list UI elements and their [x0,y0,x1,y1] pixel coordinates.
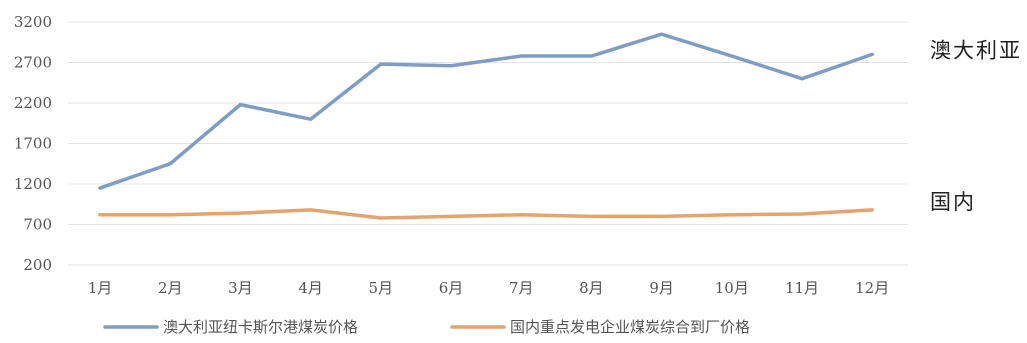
y-tick-label: 2700 [14,54,52,72]
x-tick-label: 12月 [855,279,889,297]
data-point [238,211,242,215]
series-end-label: 澳大利亚 [930,38,1022,62]
x-tick-label: 10月 [715,279,749,297]
series-end-label: 国内 [930,190,976,214]
series-line-1 [98,208,874,220]
x-tick-label: 7月 [509,279,534,297]
x-tick-label: 11月 [785,279,819,297]
legend-label: 国内重点发电企业煤炭综合到厂价格 [510,318,750,336]
data-point [379,62,383,66]
y-tick-label: 200 [23,256,52,274]
x-axis-labels: 1月 2月 3月 4月 5月 6月 7月 8月 9月 10月 11月 12月 [88,279,890,297]
data-point [660,32,664,36]
data-point [589,214,593,218]
y-tick-label: 1700 [14,135,52,153]
x-tick-label: 9月 [649,279,674,297]
data-point [870,52,874,56]
series-lines [98,32,874,220]
data-point [730,54,734,58]
data-point [449,64,453,68]
data-point [379,216,383,220]
data-point [870,208,874,212]
x-tick-label: 4月 [298,279,323,297]
x-tick-label: 3月 [228,279,253,297]
data-point [800,212,804,216]
data-point [98,186,102,190]
data-point [800,77,804,81]
x-tick-label: 8月 [579,279,604,297]
data-point [168,213,172,217]
gridlines [68,21,908,266]
data-point [519,213,523,217]
y-axis-labels: 200 700 1200 1700 2200 2700 3200 [14,13,52,274]
data-point [449,214,453,218]
x-tick-label: 1月 [88,279,113,297]
data-point [519,54,523,58]
legend: 澳大利亚纽卡斯尔港煤炭价格 国内重点发电企业煤炭综合到厂价格 [103,318,750,336]
x-tick-label: 2月 [158,279,183,297]
data-point [168,162,172,166]
data-point [98,213,102,217]
y-tick-label: 3200 [14,13,52,31]
y-tick-label: 700 [23,216,52,234]
data-point [309,117,313,121]
legend-label: 澳大利亚纽卡斯尔港煤炭价格 [163,318,358,336]
y-tick-label: 1200 [14,175,52,193]
data-point [660,214,664,218]
data-point [589,54,593,58]
data-point [238,103,242,107]
y-tick-label: 2200 [14,94,52,112]
series-line-0 [98,32,874,190]
data-point [730,213,734,217]
x-tick-label: 6月 [439,279,464,297]
data-point [309,208,313,212]
x-tick-label: 5月 [369,279,394,297]
